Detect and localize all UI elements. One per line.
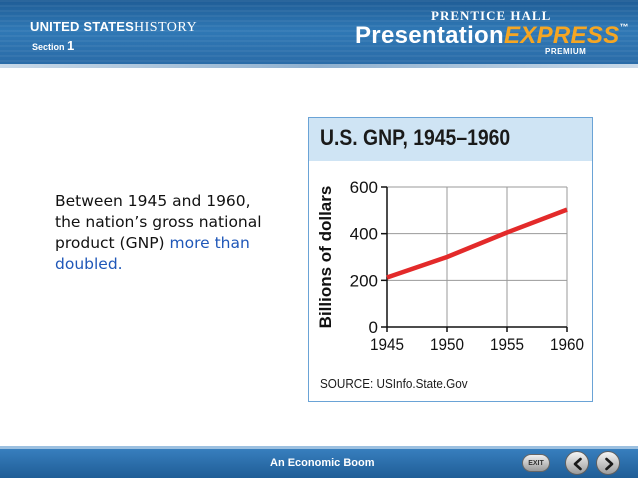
footer-divider <box>0 446 638 449</box>
footer-title: An Economic Boom <box>270 457 375 469</box>
y-tick-label: 600 <box>350 178 378 197</box>
series-title-thin: HISTORY <box>133 20 198 35</box>
x-tick-label: 1945 <box>370 335 404 354</box>
trademark-symbol: ™ <box>619 22 629 32</box>
header-divider <box>0 64 638 68</box>
header-banner: UNITED STATESHISTORY Section 1 PRENTICE … <box>0 0 638 68</box>
y-tick-label: 0 <box>369 318 378 337</box>
chart-title-bar: U.S. GNP, 1945–1960 <box>309 118 592 161</box>
gnp-chart-card: U.S. GNP, 1945–1960 Billions of dollars 0… <box>308 117 593 402</box>
slide-body-text: Between 1945 and 1960, the nation’s gros… <box>55 191 265 275</box>
product-name-main: Presentation <box>355 22 504 49</box>
product-name-accent: EXPRESS <box>503 22 620 49</box>
exit-button[interactable]: EXIT <box>522 454 550 472</box>
chart-source: SOURCE: USInfo.State.Gov <box>320 376 468 391</box>
x-tick-label: 1955 <box>490 335 524 354</box>
product-logo: PresentationEXPRESS™ <box>355 22 629 50</box>
x-tick-label: 1960 <box>550 335 584 354</box>
series-title: UNITED STATESHISTORY <box>30 19 197 36</box>
chart-title: U.S. GNP, 1945–1960 <box>320 125 511 150</box>
section-number: 1 <box>67 38 75 53</box>
body-text-highlight: more than doubled. <box>55 234 250 273</box>
chevron-right-icon <box>605 457 614 471</box>
footer-bar: An Economic Boom EXIT <box>0 446 638 478</box>
previous-slide-button[interactable] <box>565 451 589 475</box>
publisher-name: PRENTICE HALL <box>431 8 552 23</box>
series-title-bold: UNITED STATES <box>30 19 134 34</box>
next-slide-button[interactable] <box>596 451 620 475</box>
header-texture <box>0 0 638 68</box>
body-text-plain: Between 1945 and 1960, the nation’s gros… <box>55 192 262 252</box>
section-indicator: Section 1 <box>32 38 74 53</box>
y-axis-label: Billions of dollars <box>316 186 335 329</box>
x-tick-label: 1950 <box>430 335 464 354</box>
y-tick-label: 200 <box>350 271 378 290</box>
chevron-left-icon <box>573 457 582 471</box>
y-tick-label: 400 <box>350 225 378 244</box>
section-label: Section <box>32 42 65 52</box>
gnp-series-line <box>386 207 568 280</box>
gnp-line-chart: Billions of dollars 0 200 400 600 1945 1950 195… <box>316 178 584 354</box>
product-tier: PREMIUM <box>545 47 587 56</box>
